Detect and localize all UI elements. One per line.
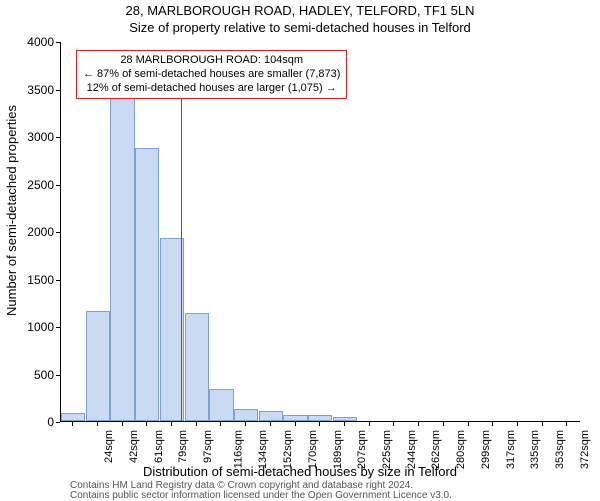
x-tick-mark [270,422,271,426]
x-tick-mark [468,422,469,426]
histogram-bar [61,413,85,421]
y-tick-label: 0 [14,415,54,429]
x-tick-mark [319,422,320,426]
y-tick-mark [56,185,60,186]
x-tick-mark [566,422,567,426]
annotation-line3: 12% of semi-detached houses are larger (… [83,82,340,96]
x-tick-mark [295,422,296,426]
x-tick-mark [220,422,221,426]
chart-title-line1: 28, MARLBOROUGH ROAD, HADLEY, TELFORD, T… [0,3,600,18]
x-tick-label: 42sqm [128,430,140,463]
y-tick-mark [56,232,60,233]
annotation-line1: 28 MARLBOROUGH ROAD: 104sqm [83,54,340,68]
x-tick-mark [492,422,493,426]
y-tick-label: 2500 [14,178,54,192]
histogram-bar [333,417,357,421]
y-tick-mark [56,42,60,43]
y-tick-label: 1500 [14,273,54,287]
marker-annotation-box: 28 MARLBOROUGH ROAD: 104sqm ← 87% of sem… [76,50,347,99]
subject-marker-line [181,52,182,421]
x-tick-mark [344,422,345,426]
histogram-bar [185,313,209,421]
y-tick-label: 3500 [14,83,54,97]
y-tick-mark [56,375,60,376]
y-axis-label-container: Number of semi-detached properties [4,0,18,420]
y-tick-label: 500 [14,368,54,382]
x-tick-mark [245,422,246,426]
y-tick-mark [56,422,60,423]
x-axis-label: Distribution of semi-detached houses by … [0,464,600,479]
x-tick-mark [97,422,98,426]
x-tick-mark [72,422,73,426]
y-tick-label: 4000 [14,35,54,49]
x-tick-mark [443,422,444,426]
histogram-bar [283,415,307,421]
chart-footer: Contains HM Land Registry data © Crown c… [70,481,600,501]
y-tick-label: 3000 [14,130,54,144]
histogram-bar [308,415,332,421]
x-tick-mark [146,422,147,426]
x-tick-mark [418,422,419,426]
y-tick-label: 1000 [14,320,54,334]
histogram-bar [234,409,258,421]
y-tick-mark [56,137,60,138]
x-tick-label: 116sqm [232,430,244,468]
x-tick-mark [542,422,543,426]
histogram-bar [259,411,283,421]
histogram-bar [110,94,134,421]
x-tick-label: 79sqm [177,430,189,463]
x-tick-mark [122,422,123,426]
y-tick-mark [56,327,60,328]
annotation-line2: ← 87% of semi-detached houses are smalle… [83,68,340,82]
x-tick-mark [393,422,394,426]
x-tick-mark [196,422,197,426]
x-tick-label: 61sqm [153,430,165,463]
x-tick-label: 24sqm [103,430,115,463]
x-tick-mark [517,422,518,426]
histogram-bar [135,148,159,421]
x-tick-label: 97sqm [202,430,214,463]
histogram-bar [209,389,233,421]
x-tick-mark [171,422,172,426]
histogram-bar [86,311,110,421]
chart-title-line2: Size of property relative to semi-detach… [0,20,600,35]
x-tick-mark [369,422,370,426]
y-tick-mark [56,280,60,281]
y-tick-label: 2000 [14,225,54,239]
y-tick-mark [56,90,60,91]
